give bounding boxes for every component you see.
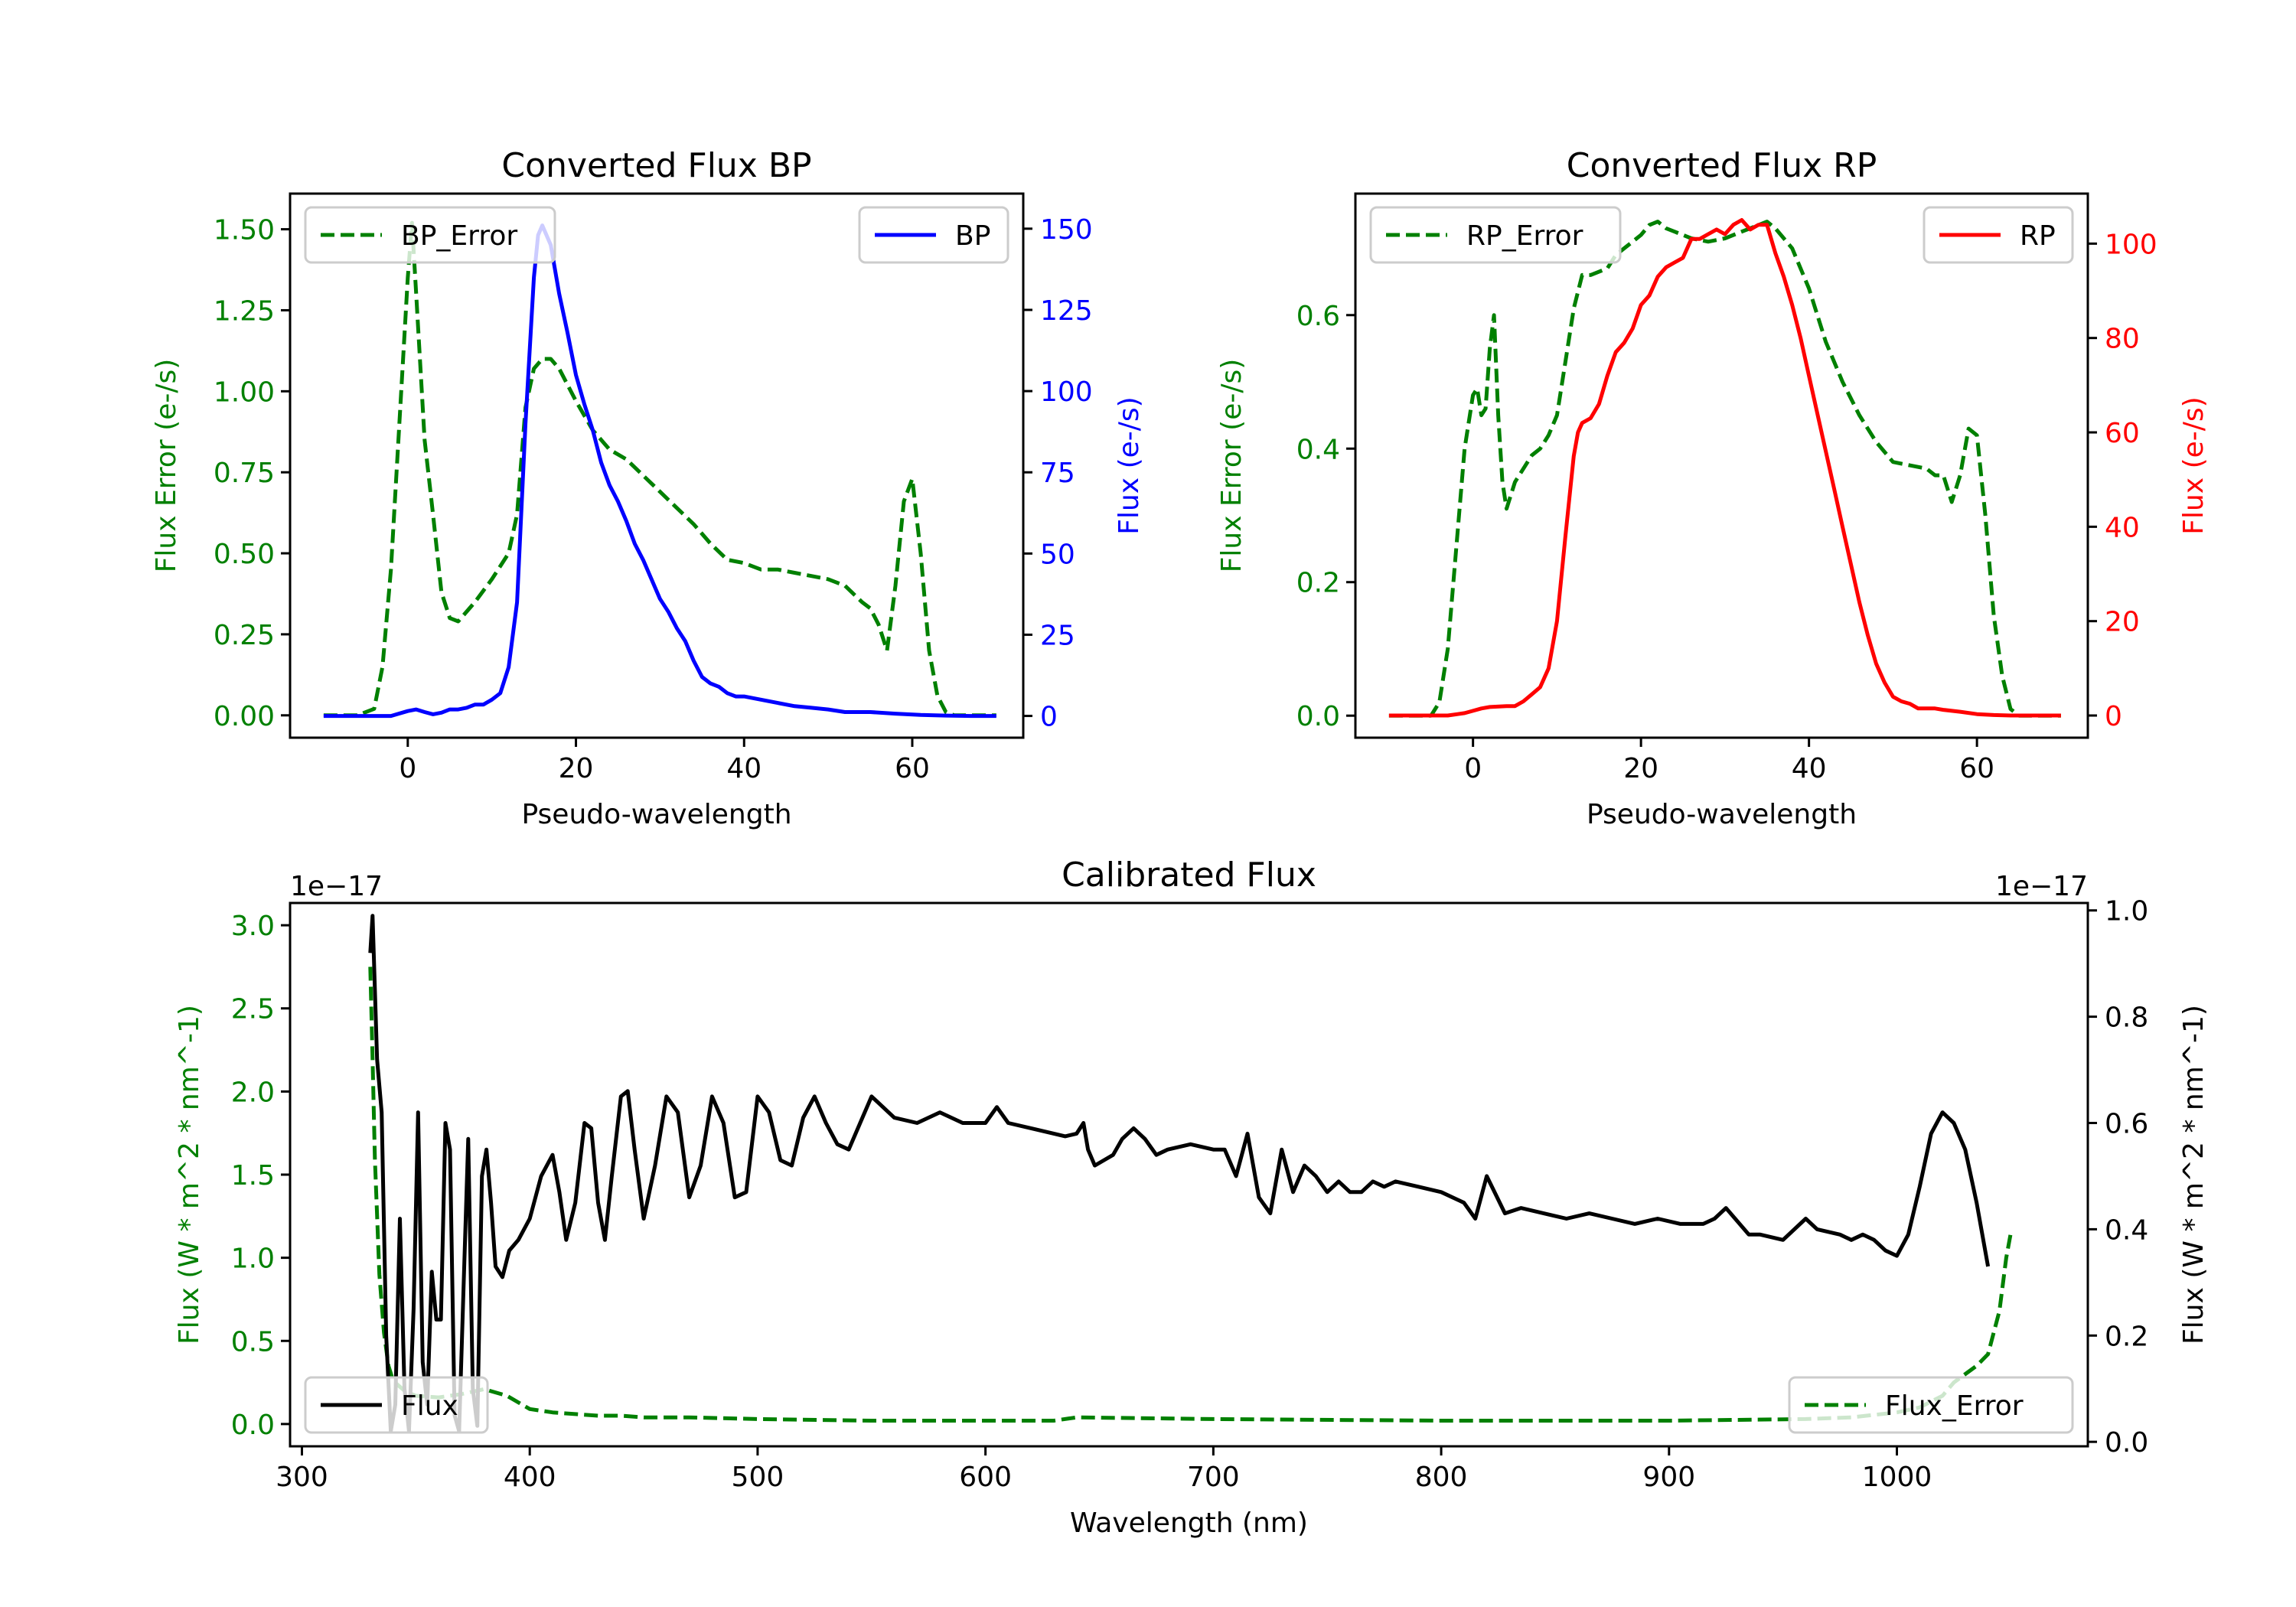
x-tick-label: 0 — [399, 753, 416, 784]
y-left-tick-label: 0.6 — [1296, 301, 1340, 332]
rp-panel: 0 20 40 60 0.0 0.2 0.4 0.6 0 20 40 60 80 100 Converted… — [1216, 146, 2210, 830]
x-axis-label: Wavelength (nm) — [1070, 1508, 1308, 1539]
y-left-tick-label: 1.00 — [214, 376, 275, 408]
y-right-tick-label: 0.2 — [2105, 1321, 2148, 1352]
y-left-tick-label: 1.50 — [214, 215, 275, 246]
axes-frame — [1354, 192, 2089, 739]
series-line-bp-error — [323, 220, 996, 718]
y-left-tick-label: 0.75 — [214, 458, 275, 489]
x-tick-label: 600 — [959, 1462, 1012, 1493]
y-left-tick-label: 0.2 — [1296, 568, 1340, 599]
y-right-tick-label: 0 — [1040, 702, 1058, 733]
x-tick-label: 60 — [1959, 753, 1994, 784]
legend-frame — [304, 1376, 489, 1434]
legend-bp: BP — [858, 206, 1009, 264]
y-right-axis-label: Flux (e-/s) — [2178, 396, 2210, 534]
legend-label: BP_Error — [401, 220, 517, 252]
y-left-axis-label: Flux (W * m^2 * nm^-1) — [174, 1005, 205, 1345]
x-tick-label: 500 — [732, 1462, 784, 1493]
y-left-tick-label: 3.0 — [231, 911, 275, 942]
y-right-offset-text: 1e−17 — [1995, 871, 2088, 902]
chart-title: Converted Flux BP — [501, 146, 811, 185]
x-tick-label: 400 — [504, 1462, 556, 1493]
x-tick-label: 1000 — [1862, 1462, 1932, 1493]
x-tick-label: 700 — [1187, 1462, 1240, 1493]
y-right-tick-label: 40 — [2105, 512, 2140, 543]
legend-frame — [304, 206, 556, 264]
x-tick-label: 20 — [559, 753, 594, 784]
series-line-bp — [323, 223, 996, 719]
legend-label: Flux_Error — [1885, 1390, 2024, 1422]
y-left-axis-label: Flux Error (e-/s) — [151, 359, 182, 573]
x-tick-label: 800 — [1415, 1462, 1468, 1493]
x-tick-label: 60 — [895, 753, 930, 784]
legend-label: RP_Error — [1466, 220, 1583, 252]
chart-title: Calibrated Flux — [1062, 856, 1316, 895]
y-right-axis-label: Flux (e-/s) — [1114, 396, 1145, 534]
y-right-tick-label: 0 — [2105, 701, 2122, 732]
y-left-tick-label: 0.25 — [214, 620, 275, 651]
y-left-tick-label: 0.00 — [214, 701, 275, 732]
series-line-rp-error — [1388, 220, 2061, 718]
legend-frame — [1369, 206, 1622, 264]
y-left-tick-label: 2.0 — [231, 1077, 275, 1108]
chart-title: Converted Flux RP — [1567, 146, 1877, 185]
legend-frame — [1788, 1376, 2074, 1434]
y-right-tick-label: 100 — [2105, 229, 2157, 260]
y-right-tick-label: 50 — [1040, 539, 1075, 570]
axes-frame — [289, 192, 1025, 739]
legend-flux-error: Flux_Error — [1788, 1376, 2074, 1434]
x-tick-label: 40 — [726, 753, 762, 784]
y-left-tick-label: 1.0 — [231, 1244, 275, 1275]
y-right-tick-label: 1.0 — [2105, 896, 2148, 927]
y-left-offset-text: 1e−17 — [290, 871, 383, 902]
y-left-tick-label: 0.0 — [1296, 701, 1340, 732]
y-left-tick-label: 0.4 — [1296, 434, 1340, 465]
x-tick-label: 0 — [1464, 753, 1482, 784]
x-tick-label: 900 — [1642, 1462, 1695, 1493]
y-left-tick-label: 0.50 — [214, 539, 275, 570]
bp-panel: 0 20 40 60 0.00 0.25 0.50 0.75 1.00 1.25 1.50 0 25 50… — [151, 146, 1145, 830]
y-left-axis-label: Flux Error (e-/s) — [1216, 359, 1247, 573]
y-left-tick-label: 0.5 — [231, 1326, 275, 1358]
x-axis-label: Pseudo-wavelength — [521, 799, 791, 830]
y-right-tick-label: 75 — [1040, 458, 1075, 489]
x-tick-label: 300 — [276, 1462, 328, 1493]
y-left-tick-label: 2.5 — [231, 994, 275, 1025]
y-right-tick-label: 150 — [1040, 214, 1093, 246]
legend-flux: Flux — [304, 1376, 489, 1434]
x-tick-label: 40 — [1792, 753, 1827, 784]
y-left-tick-label: 1.25 — [214, 295, 275, 327]
x-axis-label: Pseudo-wavelength — [1587, 799, 1857, 830]
y-right-tick-label: 0.4 — [2105, 1214, 2148, 1246]
series-line-rp — [1388, 218, 2061, 718]
legend-label: RP — [2020, 220, 2056, 252]
y-right-tick-label: 60 — [2105, 418, 2140, 449]
y-right-tick-label: 100 — [1040, 376, 1093, 408]
y-left-tick-label: 1.5 — [231, 1160, 275, 1191]
calibrated-panel: 300 400 500 600 700 800 900 1000 0.0 0.5 1.0 1.5 2.0… — [174, 856, 2210, 1539]
legend-rp: RP — [1923, 206, 2074, 264]
y-right-tick-label: 125 — [1040, 295, 1093, 327]
legend-label: Flux — [401, 1390, 458, 1422]
y-right-tick-label: 25 — [1040, 620, 1075, 651]
y-right-tick-label: 0.0 — [2105, 1427, 2148, 1459]
x-tick-label: 20 — [1623, 753, 1658, 784]
legend-bp-error: BP_Error — [304, 206, 556, 264]
legend-rp-error: RP_Error — [1369, 206, 1622, 264]
y-right-tick-label: 0.8 — [2105, 1002, 2148, 1034]
y-right-axis-label: Flux (W * m^2 * nm^-1) — [2178, 1005, 2210, 1345]
y-right-tick-label: 80 — [2105, 324, 2140, 355]
y-right-tick-label: 0.6 — [2105, 1109, 2148, 1140]
y-left-tick-label: 0.0 — [231, 1410, 275, 1441]
y-right-tick-label: 20 — [2105, 607, 2140, 638]
legend-label: BP — [955, 220, 990, 252]
